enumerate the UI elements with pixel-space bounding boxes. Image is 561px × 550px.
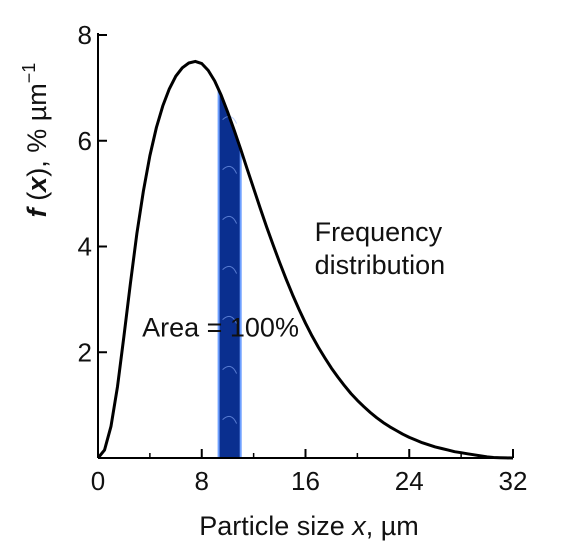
x-tick-label: 24	[395, 466, 424, 496]
x-tick-label: 32	[499, 466, 528, 496]
band-texture-streak	[222, 415, 238, 424]
y-axis-label: f (x), % µm−1	[19, 63, 52, 218]
highlight-band	[217, 89, 242, 459]
y-tick-label: 6	[78, 126, 92, 156]
x-tick-label: 16	[291, 466, 320, 496]
band-texture-streak	[222, 215, 238, 224]
band-texture-streak	[222, 315, 238, 324]
highlight-band-group	[217, 89, 242, 459]
x-axis-label: Particle size x, µm	[199, 511, 419, 541]
y-tick-label: 8	[78, 20, 92, 50]
x-tick-label: 0	[91, 466, 105, 496]
band-texture-streak	[222, 365, 238, 374]
frequency-distribution-label: Frequency distribution	[315, 217, 446, 280]
y-tick-label: 4	[78, 232, 92, 262]
annotations-group: Frequency distribution Area = 100%	[142, 217, 445, 342]
band-texture-streak	[222, 265, 238, 274]
frequency-curve	[96, 59, 514, 460]
area-label: Area = 100%	[142, 312, 299, 342]
axes-group	[97, 33, 513, 459]
curve-group	[96, 59, 514, 460]
band-texture-streak	[222, 165, 238, 174]
x-tick-label: 8	[195, 466, 209, 496]
y-tick-label: 2	[78, 337, 92, 367]
